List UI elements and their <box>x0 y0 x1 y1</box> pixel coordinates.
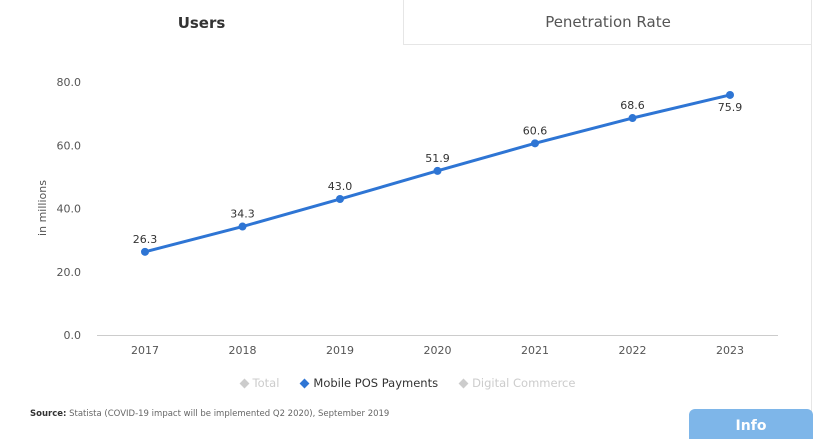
line-chart: in millions 0.0 20.0 40.0 60.0 80.0 2017 2018… <box>36 76 778 357</box>
y-tick-label: 80.0 <box>57 76 82 89</box>
tab-penetration-rate[interactable]: Penetration Rate <box>403 0 812 45</box>
data-point[interactable] <box>336 195 344 204</box>
x-tick-label: 2020 <box>424 344 452 357</box>
source-text: Statista (COVID-19 impact will be implem… <box>69 409 390 419</box>
diamond-icon <box>458 378 469 388</box>
diamond-icon <box>299 378 310 388</box>
legend-item-digital-commerce[interactable]: Digital Commerce <box>458 376 576 390</box>
right-divider <box>811 0 812 431</box>
legend-label-digital-commerce: Digital Commerce <box>472 376 576 390</box>
data-label: 34.3 <box>230 208 255 221</box>
x-tick-label: 2018 <box>229 344 257 357</box>
data-point[interactable] <box>238 222 247 231</box>
data-label: 68.6 <box>620 99 645 112</box>
x-tick-label: 2017 <box>131 344 159 357</box>
data-label: 60.6 <box>523 124 548 137</box>
data-label: 26.3 <box>133 233 158 246</box>
data-label: 51.9 <box>425 152 450 165</box>
data-point[interactable] <box>141 247 149 256</box>
y-tick-label: 20.0 <box>57 266 82 279</box>
data-label: 43.0 <box>328 180 353 193</box>
legend-label-total: Total <box>252 376 280 390</box>
data-point[interactable] <box>531 139 539 148</box>
tab-users[interactable]: Users <box>0 0 403 45</box>
legend-item-total[interactable]: Total <box>239 376 280 390</box>
x-tick-label: 2021 <box>521 344 549 357</box>
x-tick-label: 2019 <box>326 344 354 357</box>
legend: Total Mobile POS Payments Digital Commer… <box>0 374 816 392</box>
legend-item-mobile-pos-payments[interactable]: Mobile POS Payments <box>299 376 439 390</box>
data-point[interactable] <box>433 166 442 175</box>
y-axis-label: in millions <box>36 180 49 236</box>
x-tick-label: 2023 <box>716 344 744 357</box>
source-note: Source: Statista (COVID-19 impact will b… <box>30 409 389 419</box>
source-prefix: Source: <box>30 409 67 419</box>
y-tick-label: 60.0 <box>57 139 82 152</box>
tab-bar: Users Penetration Rate <box>0 0 812 45</box>
data-point[interactable] <box>726 90 734 99</box>
data-label: 75.9 <box>718 101 743 114</box>
y-tick-label: 0.0 <box>64 329 82 342</box>
legend-label-mobile-pos-payments: Mobile POS Payments <box>313 376 439 390</box>
x-tick-label: 2022 <box>619 344 647 357</box>
diamond-icon <box>239 378 249 388</box>
info-button[interactable]: Info <box>689 409 813 439</box>
y-tick-label: 40.0 <box>57 203 82 216</box>
data-point[interactable] <box>628 114 637 123</box>
